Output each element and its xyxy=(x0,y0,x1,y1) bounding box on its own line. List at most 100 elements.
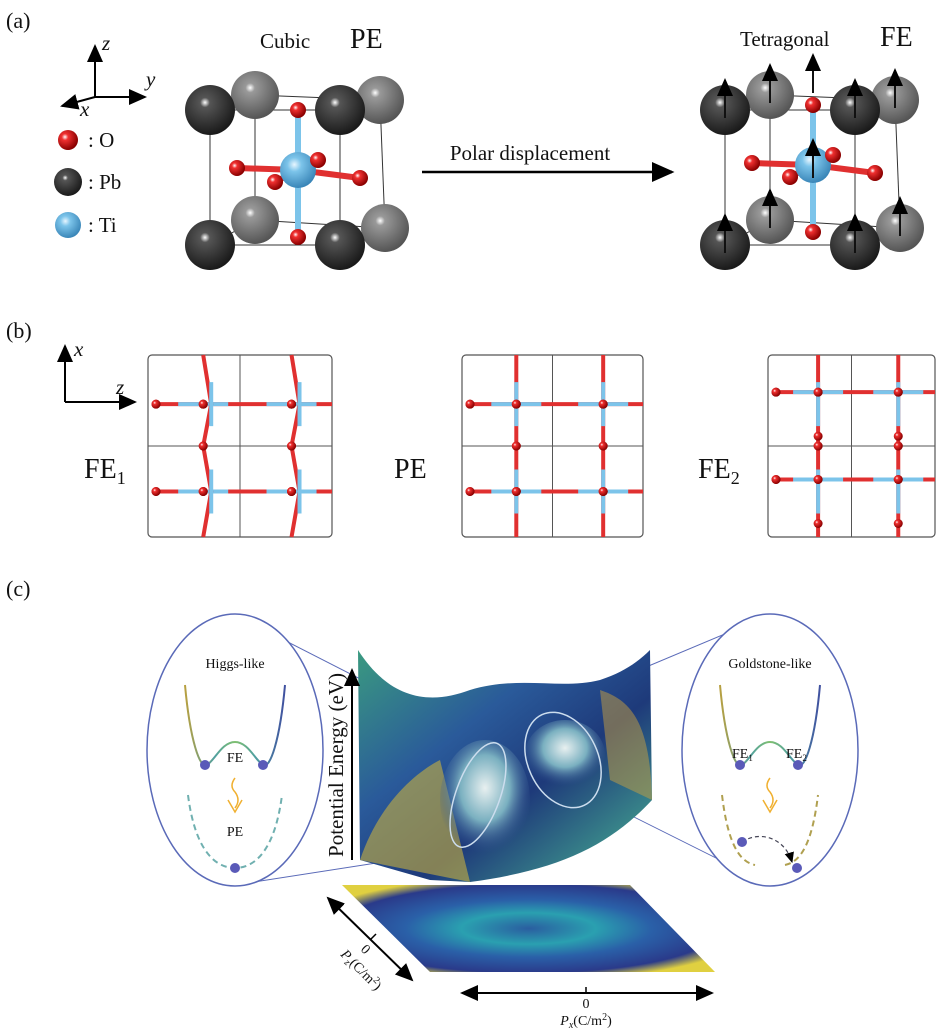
axis-unit: (C/m xyxy=(573,1014,602,1029)
axis-title: Px(C/m2) xyxy=(559,1012,612,1031)
atom-o xyxy=(199,487,208,496)
panel-label: (b) xyxy=(6,318,32,343)
state-label: PE xyxy=(227,825,243,840)
label-main: FE xyxy=(732,747,748,762)
atom-pb xyxy=(231,196,279,244)
tick-label: 0 xyxy=(357,942,373,958)
atom-o xyxy=(152,487,161,496)
atom-o xyxy=(599,400,608,409)
axis-label: z xyxy=(115,375,124,399)
figure: (a) z y x : O : Pb : Ti Cubic PE Polar d… xyxy=(0,0,936,1032)
ball xyxy=(200,760,210,770)
atom-o xyxy=(466,400,475,409)
atom-o xyxy=(199,400,208,409)
atom-pb xyxy=(231,71,279,119)
state-label: FE xyxy=(227,751,243,766)
axis-title: Potential Energy (eV) xyxy=(324,673,348,857)
legend-label: : Ti xyxy=(88,213,117,237)
tick xyxy=(370,934,376,940)
inset xyxy=(682,614,858,886)
lattices xyxy=(148,355,935,537)
structure-label: FE2 xyxy=(698,454,740,488)
atom-o xyxy=(805,97,821,113)
atom-o xyxy=(814,442,823,451)
atom-o xyxy=(287,442,296,451)
legend-label: : Pb xyxy=(88,170,121,194)
structure-label: FE1 xyxy=(84,454,126,488)
atom-o xyxy=(599,487,608,496)
atom-o xyxy=(805,224,821,240)
atom-o xyxy=(782,169,798,185)
atom-o xyxy=(58,130,78,150)
atom-o xyxy=(290,229,306,245)
atom-o xyxy=(310,152,326,168)
surface-ring xyxy=(525,720,605,790)
atom-o xyxy=(894,388,903,397)
atom-o xyxy=(772,388,781,397)
atom-o xyxy=(744,155,760,171)
axis-label: x xyxy=(73,337,84,361)
atom-pb xyxy=(185,220,235,270)
atom-o xyxy=(814,519,823,528)
axis-label: z xyxy=(101,31,110,55)
atom-o xyxy=(512,487,521,496)
atom-pb xyxy=(54,168,82,196)
arrow-label: Polar displacement xyxy=(450,141,611,165)
label-main: FE xyxy=(786,747,802,762)
structure-name: Cubic xyxy=(260,29,310,53)
atom-o xyxy=(290,102,306,118)
atom-o xyxy=(814,388,823,397)
inset-title: Higgs-like xyxy=(205,657,264,672)
label-sub: 2 xyxy=(731,468,740,488)
legend-label: : O xyxy=(88,128,114,152)
panel-label: (a) xyxy=(6,8,30,33)
atom-o xyxy=(287,400,296,409)
label-main: FE xyxy=(698,454,731,485)
atom-o xyxy=(229,160,245,176)
panel-label: (c) xyxy=(6,576,30,601)
tick-label: 0 xyxy=(583,997,590,1012)
atom-o xyxy=(199,442,208,451)
atom-o xyxy=(352,170,368,186)
axis-label: x xyxy=(79,97,90,121)
atom-o xyxy=(287,487,296,496)
atom-o xyxy=(814,475,823,484)
atom-o xyxy=(894,475,903,484)
label-main: FE xyxy=(84,454,117,485)
atom-o xyxy=(152,400,161,409)
atom-pb xyxy=(315,85,365,135)
axis-symbol: P xyxy=(559,1014,569,1029)
structure-name: Tetragonal xyxy=(740,27,830,51)
atom-o xyxy=(867,165,883,181)
atom-o xyxy=(894,432,903,441)
ball xyxy=(737,837,747,847)
atom-o xyxy=(894,519,903,528)
atom-o xyxy=(267,174,283,190)
ball xyxy=(792,863,802,873)
atom-ti xyxy=(55,212,81,238)
tetragonal-cell xyxy=(700,55,924,270)
phase-label: PE xyxy=(350,24,383,55)
ball xyxy=(258,760,268,770)
axis-label: y xyxy=(144,67,156,91)
atom-o xyxy=(599,442,608,451)
atom-pb xyxy=(185,85,235,135)
label-sub: 1 xyxy=(117,468,126,488)
inset xyxy=(147,614,323,886)
cubic-cell xyxy=(185,71,409,270)
atom-o xyxy=(466,487,475,496)
atom-o xyxy=(772,475,781,484)
energy-map xyxy=(342,885,715,972)
structure-label: PE xyxy=(394,454,427,485)
label-sub: 1 xyxy=(748,753,753,763)
label-sub: 2 xyxy=(802,753,807,763)
atom-pb xyxy=(361,204,409,252)
axis-close: ) xyxy=(607,1014,612,1029)
atom-o xyxy=(894,442,903,451)
atom-o xyxy=(825,147,841,163)
axes-icon xyxy=(62,46,145,106)
inset-title: Goldstone-like xyxy=(728,657,811,672)
atom-o xyxy=(512,400,521,409)
ball xyxy=(230,863,240,873)
atom-pb xyxy=(315,220,365,270)
